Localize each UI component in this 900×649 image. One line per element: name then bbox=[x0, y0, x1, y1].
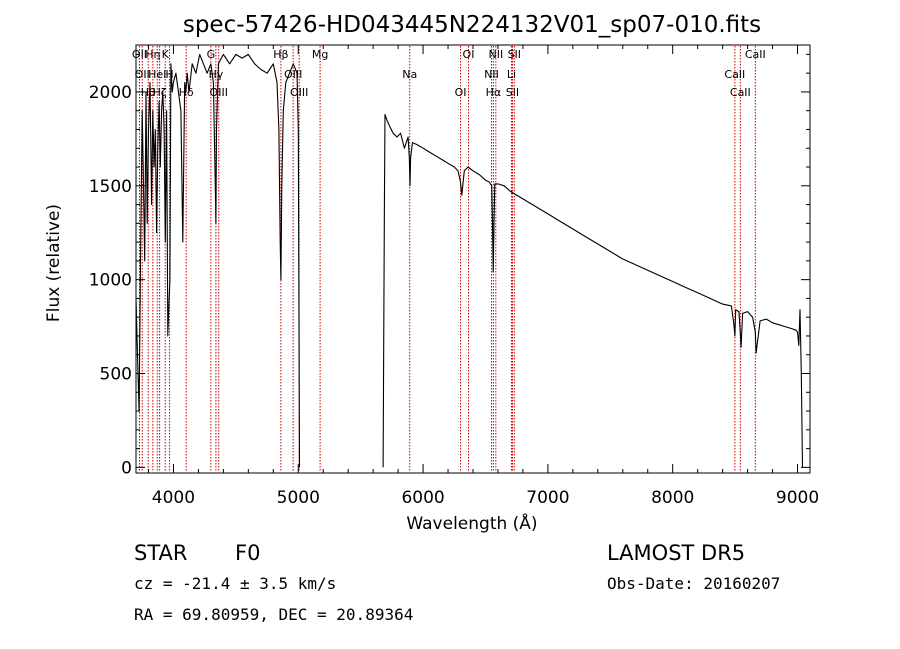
x-axis-label: Wavelength (Å) bbox=[406, 512, 537, 534]
x-tick-label: 5000 bbox=[277, 488, 320, 508]
y-axis-ticks: 0 500 1000 1500 2000 bbox=[89, 53, 810, 478]
y-tick-label: 500 bbox=[100, 365, 132, 385]
spectral-line-label: OIII bbox=[290, 86, 308, 99]
x-tick-label: 7000 bbox=[526, 488, 569, 508]
spectral-line-label: HeI bbox=[148, 68, 166, 81]
x-tick-label: 6000 bbox=[401, 488, 444, 508]
chart-title: spec-57426-HD043445N224132V01_sp07-010.f… bbox=[183, 12, 761, 38]
spectral-line-label: Hθ bbox=[141, 86, 156, 99]
observation-date: Obs-Date: 20160207 bbox=[607, 574, 781, 593]
y-tick-label: 1000 bbox=[89, 271, 132, 291]
spectrum-series bbox=[135, 53, 804, 468]
spectral-line-label: OIII bbox=[210, 86, 228, 99]
spectral-line-label: Mg bbox=[312, 48, 328, 61]
coordinates: RA = 69.80959, DEC = 20.89364 bbox=[134, 605, 414, 624]
spectral-line-label: CaII bbox=[745, 48, 766, 61]
object-class: STAR bbox=[134, 541, 188, 565]
spectral-line-label: OIII bbox=[284, 68, 302, 81]
plot-frame bbox=[135, 44, 811, 474]
spectrum-line bbox=[382, 113, 804, 468]
x-tick-label: 9000 bbox=[776, 488, 819, 508]
spectral-line-labels: OIIOIIHθHηHeIHζKHHδGHγOIIIHβOIIIOIIIMgNa… bbox=[132, 48, 766, 99]
y-axis-label: Flux (relative) bbox=[44, 204, 64, 322]
spectrum-line bbox=[135, 53, 301, 468]
spectral-line-label: Hα bbox=[486, 86, 502, 99]
spectral-line-label: Hζ bbox=[152, 86, 166, 99]
spectral-line-label: CaII bbox=[730, 86, 751, 99]
spectral-line-label: OI bbox=[455, 86, 467, 99]
spectral-line-label: OI bbox=[463, 48, 475, 61]
spectral-line-label: G bbox=[207, 48, 216, 61]
survey-name: LAMOST DR5 bbox=[607, 541, 746, 565]
spectral-line-label: SII bbox=[506, 86, 519, 99]
spectral-line-markers bbox=[138, 46, 756, 472]
spectral-line-label: NII bbox=[488, 48, 503, 61]
spectral-line-label: Li bbox=[507, 68, 516, 81]
spectral-line-label: K bbox=[162, 48, 170, 61]
x-tick-label: 4000 bbox=[152, 488, 195, 508]
spectral-line-label: Hβ bbox=[273, 48, 288, 61]
object-subclass: F0 bbox=[235, 541, 261, 565]
spectral-line-label: NII bbox=[484, 68, 499, 81]
x-axis-ticks: 4000 5000 6000 7000 8000 9000 bbox=[147, 45, 819, 508]
x-tick-label: 8000 bbox=[651, 488, 694, 508]
y-tick-label: 1500 bbox=[89, 177, 132, 197]
spectral-line-label: H bbox=[165, 68, 173, 81]
spectral-line-label: CaII bbox=[724, 68, 745, 81]
spectral-line-label: Na bbox=[402, 68, 417, 81]
spectral-line-label: Hδ bbox=[179, 86, 194, 99]
spectral-line-label: SII bbox=[508, 48, 521, 61]
spectral-line-label: Hη bbox=[145, 48, 160, 61]
y-tick-label: 0 bbox=[121, 458, 132, 478]
redshift-cz: cz = -21.4 ± 3.5 km/s bbox=[134, 574, 337, 593]
spectral-line-label: Hγ bbox=[208, 68, 223, 81]
y-tick-label: 2000 bbox=[89, 83, 132, 103]
spectral-line-label: OII bbox=[135, 68, 150, 81]
